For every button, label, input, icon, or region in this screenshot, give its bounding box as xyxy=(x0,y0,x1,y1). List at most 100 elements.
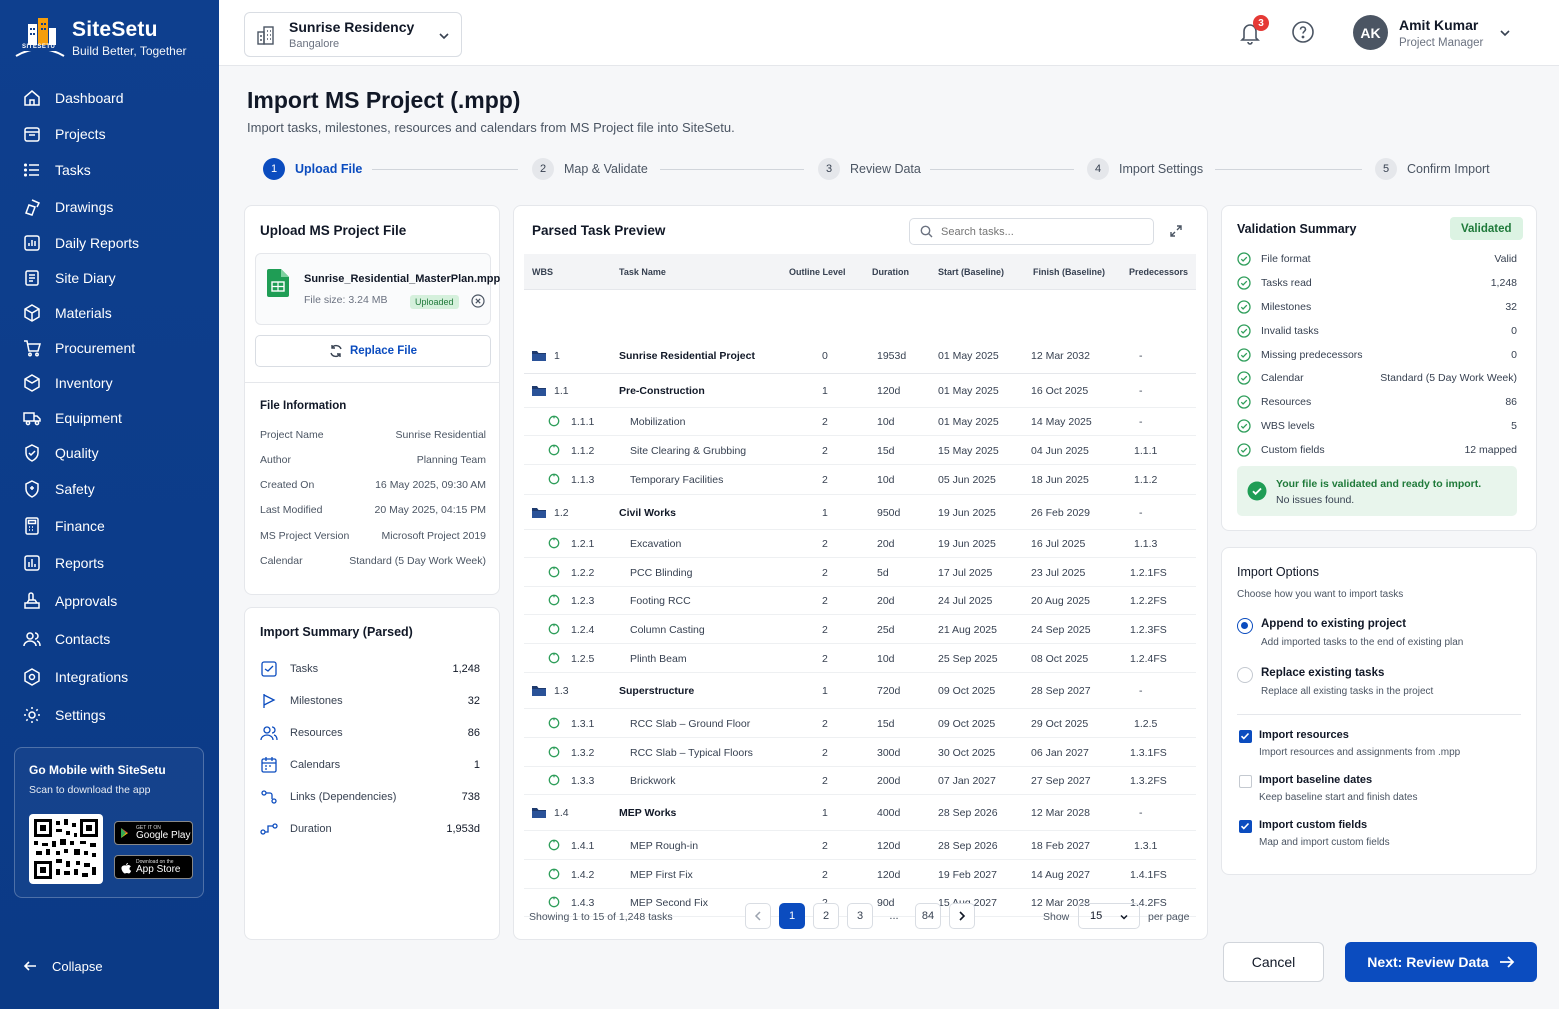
wbs-group-row[interactable]: 1.3 Superstructure 1 720d 09 Oct 2025 28 Sep … xyxy=(524,673,1196,709)
task-name-cell: RCC Slab – Ground Floor xyxy=(630,718,751,730)
info-key: Created On xyxy=(260,479,315,491)
checkbox-import-resources[interactable] xyxy=(1239,730,1252,743)
outline-level-cell: 2 xyxy=(822,775,828,787)
task-row[interactable]: 1.3.1 RCC Slab – Ground Floor 2 15d 09 Oct 2… xyxy=(524,709,1196,738)
radio-replace[interactable] xyxy=(1237,667,1253,683)
sidebar-item-finance[interactable]: Finance xyxy=(22,513,202,539)
user-menu-button[interactable] xyxy=(1499,27,1511,39)
info-value: Sunrise Residential xyxy=(395,429,486,441)
check-circle-icon xyxy=(1237,324,1251,338)
finish-date-cell: 04 Jun 2025 xyxy=(1031,445,1089,457)
sidebar-item-label: Reports xyxy=(55,555,105,571)
replace-file-button[interactable]: Replace File xyxy=(255,335,491,367)
prev-page-button[interactable] xyxy=(745,903,771,929)
sidebar-item-daily-reports[interactable]: Daily Reports xyxy=(22,230,202,256)
project-summary-row[interactable]: 1 Sunrise Residential Project 0 1953d 01 May… xyxy=(524,338,1196,374)
task-row[interactable]: 1.1.2 Site Clearing & Grubbing 2 15d 15 May … xyxy=(524,436,1196,465)
qr-code-icon[interactable] xyxy=(29,814,103,884)
step-review-data[interactable]: 3 Review Data xyxy=(818,158,921,180)
search-input[interactable] xyxy=(941,225,1141,238)
pagination: 1 2 3 ... 84 xyxy=(745,903,977,929)
cancel-button[interactable]: Cancel xyxy=(1223,942,1324,982)
summary-row-links: Links (Dependencies) 738 xyxy=(260,787,480,807)
sidebar-item-tasks[interactable]: Tasks xyxy=(22,157,202,183)
sidebar-item-contacts[interactable]: Contacts xyxy=(22,626,202,652)
radio-append[interactable] xyxy=(1237,618,1253,634)
bell-icon xyxy=(1240,24,1260,45)
task-row[interactable]: 1.4.2 MEP First Fix 2 120d 19 Feb 2027 14 Aug… xyxy=(524,860,1196,889)
validated-badge: Validated xyxy=(1450,217,1523,240)
sidebar-item-reports[interactable]: Reports xyxy=(22,550,202,576)
sidebar-item-materials[interactable]: Materials xyxy=(22,300,202,326)
avatar[interactable]: AK xyxy=(1353,15,1388,50)
predecessors-cell: 1.1.1 xyxy=(1134,445,1158,457)
sidebar-item-drawings[interactable]: Drawings xyxy=(22,194,202,220)
wbs-cell: 1.2.4 xyxy=(571,624,595,636)
page-button[interactable]: 2 xyxy=(813,903,839,929)
file-info-row: MS Project Version Microsoft Project 2019 xyxy=(260,530,486,542)
task-row[interactable]: 1.2.2 PCC Blinding 2 5d 17 Jul 2025 23 Jul 20… xyxy=(524,558,1196,587)
sidebar-item-procurement[interactable]: Procurement xyxy=(22,335,202,361)
expand-button[interactable] xyxy=(1169,224,1183,238)
sidebar-item-equipment[interactable]: Equipment xyxy=(22,405,202,431)
task-row[interactable]: 1.1.3 Temporary Facilities 2 10d 05 Jun 2025… xyxy=(524,465,1196,495)
task-row[interactable]: 1.4.1 MEP Rough-in 2 120d 28 Sep 2026 18 Feb … xyxy=(524,831,1196,860)
task-row[interactable]: 1.1.1 Mobilization 2 10d 01 May 2025 14 May 2… xyxy=(524,408,1196,436)
task-row[interactable]: 1.2.4 Column Casting 2 25d 21 Aug 2025 24 Sep… xyxy=(524,615,1196,644)
finish-date-cell: 26 Feb 2029 xyxy=(1031,507,1090,519)
file-info-row: Last Modified 20 May 2025, 04:15 PM xyxy=(260,504,486,516)
search-box[interactable] xyxy=(909,218,1154,245)
drawing-icon xyxy=(25,199,41,216)
brand-name: SiteSetu xyxy=(72,18,158,41)
page-button[interactable]: 84 xyxy=(915,903,941,929)
sidebar-item-label: Procurement xyxy=(55,340,136,356)
step-map-validate[interactable]: 2 Map & Validate xyxy=(532,158,648,180)
sidebar-item-projects[interactable]: Projects xyxy=(22,121,202,147)
collapse-button[interactable]: Collapse xyxy=(22,958,103,974)
task-name-cell: Footing RCC xyxy=(630,595,691,607)
sidebar-item-safety[interactable]: Safety xyxy=(22,476,202,502)
sidebar-item-approvals[interactable]: Approvals xyxy=(22,588,202,614)
page-button[interactable]: 3 xyxy=(847,903,873,929)
task-row[interactable]: 1.2.5 Plinth Beam 2 10d 25 Sep 2025 08 Oct 20… xyxy=(524,644,1196,673)
wbs-group-row[interactable]: 1.4 MEP Works 1 400d 28 Sep 2026 12 Mar 2028 - xyxy=(524,795,1196,831)
remove-file-icon[interactable] xyxy=(471,294,485,308)
wbs-group-row[interactable]: 1.2 Civil Works 1 950d 19 Jun 2025 26 Feb 202… xyxy=(524,495,1196,530)
step-confirm-import[interactable]: 5 Confirm Import xyxy=(1375,158,1490,180)
info-value: Standard (5 Day Work Week) xyxy=(349,555,486,567)
sidebar-item-label: Materials xyxy=(55,305,112,321)
checkbox-import-custom-fields[interactable] xyxy=(1239,820,1252,833)
task-row[interactable]: 1.3.2 RCC Slab – Typical Floors 2 300d 30 Oc… xyxy=(524,738,1196,767)
task-name-cell: MEP Rough-in xyxy=(630,840,699,852)
notifications-button[interactable] xyxy=(1238,20,1262,46)
sidebar-item-dashboard[interactable]: Dashboard xyxy=(22,85,202,111)
sidebar-item-settings[interactable]: Settings xyxy=(22,702,202,728)
sidebar-item-quality[interactable]: Quality xyxy=(22,440,202,466)
task-row[interactable]: 1.2.3 Footing RCC 2 20d 24 Jul 2025 20 Aug 20… xyxy=(524,587,1196,615)
checkbox-import-baseline[interactable] xyxy=(1239,775,1252,788)
sidebar-item-inventory[interactable]: Inventory xyxy=(22,370,202,396)
page-button[interactable]: 1 xyxy=(779,903,805,929)
predecessors-cell: 1.2.2FS xyxy=(1130,595,1167,607)
sidebar-item-integrations[interactable]: Integrations xyxy=(22,664,202,690)
app-store-button[interactable]: Download on the App Store xyxy=(114,855,193,879)
check-circle-icon xyxy=(1237,371,1251,385)
import-options-subtitle: Choose how you want to import tasks xyxy=(1237,589,1404,600)
help-button[interactable] xyxy=(1291,20,1315,44)
next-page-button[interactable] xyxy=(949,903,975,929)
uploaded-file-card: Sunrise_Residential_MasterPlan.mpp File … xyxy=(255,253,500,325)
step-import-settings[interactable]: 4 Import Settings xyxy=(1087,158,1203,180)
task-row[interactable]: 1.3.3 Brickwork 2 200d 07 Jan 2027 27 Sep 202… xyxy=(524,767,1196,795)
wbs-group-row[interactable]: 1.1 Pre-Construction 1 120d 01 May 2025 16 Oc… xyxy=(524,374,1196,408)
sidebar-item-site-diary[interactable]: Site Diary xyxy=(22,265,202,291)
task-row[interactable]: 1.2.1 Excavation 2 20d 19 Jun 2025 16 Jul 202… xyxy=(524,530,1196,558)
divider xyxy=(1237,714,1521,715)
google-play-button[interactable]: GET IT ON Google Play xyxy=(114,821,193,845)
per-page-label: per page xyxy=(1148,911,1190,923)
brand[interactable]: SITESETU SiteSetu Build Better, Together xyxy=(14,16,187,60)
step-upload-file[interactable]: 1 Upload File xyxy=(263,158,362,180)
project-selector[interactable]: Sunrise Residency Bangalore xyxy=(244,12,462,57)
per-page-select[interactable]: 15 xyxy=(1078,903,1140,929)
chevron-down-icon xyxy=(1500,30,1510,37)
next-review-data-button[interactable]: Next: Review Data xyxy=(1345,942,1537,982)
